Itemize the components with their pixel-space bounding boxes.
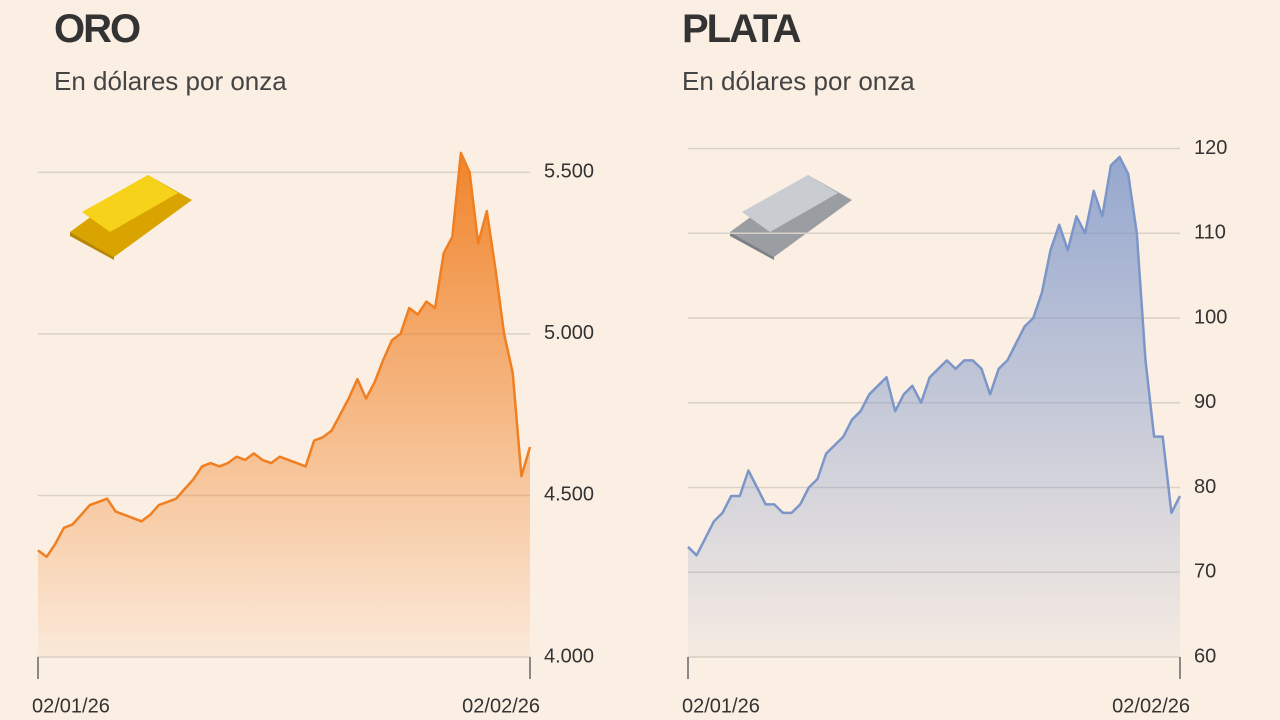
x-tick-label: 02/02/26 — [462, 695, 540, 717]
y-tick-label: 70 — [1194, 561, 1216, 583]
y-tick-label: 90 — [1194, 391, 1216, 413]
line — [37, 151, 532, 559]
y-tick-label: 100 — [1194, 306, 1227, 328]
y-tick-label: 110 — [1194, 222, 1226, 244]
chart-subtitle: En dólares por onza — [54, 66, 287, 96]
silver-bar-icon — [730, 175, 852, 260]
chart-title: ORO — [54, 7, 140, 51]
area — [38, 152, 530, 657]
y-tick-label: 60 — [1194, 645, 1216, 667]
chart-title: PLATA — [682, 7, 800, 51]
y-tick-label: 120 — [1194, 137, 1227, 159]
y-tick-label: 80 — [1194, 476, 1216, 498]
y-tick-label: 4.500 — [544, 484, 594, 506]
y-tick-label: 5.000 — [544, 322, 594, 344]
y-tick-label: 5.500 — [544, 161, 594, 183]
area — [688, 157, 1180, 657]
y-tick-label: 4.000 — [544, 645, 594, 667]
gold-bar-icon — [70, 175, 192, 260]
x-tick-label: 02/02/26 — [1112, 695, 1190, 717]
chart-subtitle: En dólares por onza — [682, 66, 915, 96]
x-tick-label: 02/01/26 — [32, 695, 110, 717]
line — [687, 155, 1182, 557]
x-tick-label: 02/01/26 — [682, 695, 760, 717]
